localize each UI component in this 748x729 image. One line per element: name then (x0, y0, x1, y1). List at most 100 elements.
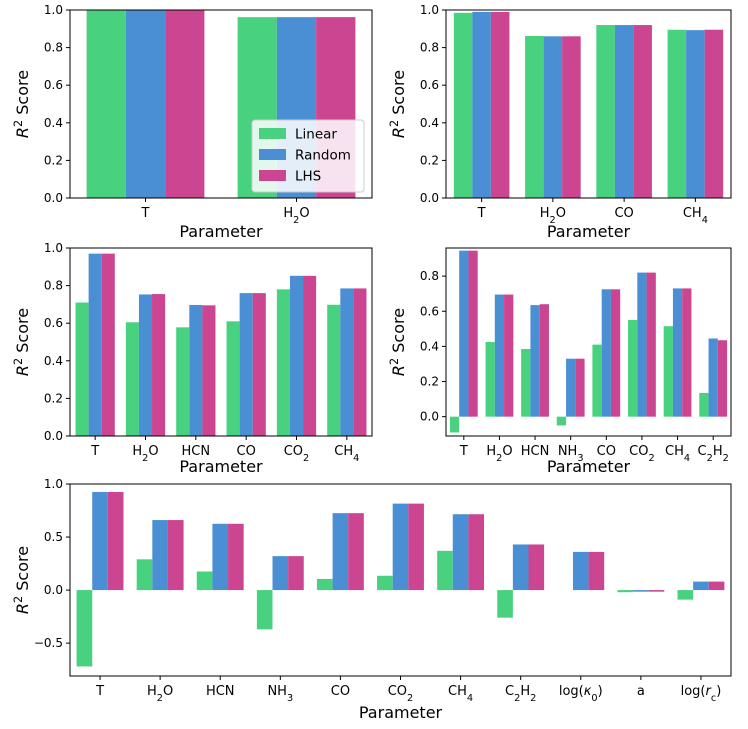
bar-linear-3-1 (125, 322, 139, 436)
x-tick-label: H2O (486, 444, 512, 464)
bar-lhs-3-4 (303, 275, 317, 436)
y-tick-label: 0.0 (44, 429, 63, 443)
bar-linear-5-4 (316, 578, 333, 591)
x-tick-label: T (95, 684, 104, 699)
x-tick-label: C2H2 (698, 444, 729, 464)
x-tick-label: log(κ0) (559, 684, 603, 704)
bar-lhs-2-2 (633, 25, 652, 198)
legend-swatch-random (259, 149, 286, 160)
bar-lhs-5-4 (348, 513, 364, 591)
bar-lhs-2-3 (704, 29, 724, 198)
bar-random-1-0 (125, 10, 166, 198)
chart-panel-2: 0.0 0.2 0.4 0.6 0.8 1.0 T H2O CO CH4 Parameter R2 S… (388, 3, 732, 241)
chart-panel-3: 0.0 0.2 0.4 0.6 0.8 1.0 T H2O HCN CO CO2 CH4 Paramet… (12, 241, 373, 476)
bar-lhs-3-3 (252, 293, 266, 436)
y-tick-label: 0.8 (420, 269, 439, 283)
legend-swatch-linear (259, 128, 286, 139)
x-tick-label: CO2 (629, 444, 655, 464)
bar-random-4-1 (494, 294, 505, 417)
y-tick-label: 0.8 (420, 41, 439, 55)
bar-random-3-5 (340, 288, 354, 436)
y-tick-label: 0.6 (420, 78, 439, 92)
legend-label-linear: Linear (295, 127, 337, 143)
bar-random-2-1 (543, 36, 563, 198)
bar-linear-5-5 (377, 575, 393, 591)
x-tick-label: H2O (540, 206, 566, 226)
x-tick-label: CH4 (448, 684, 473, 704)
bar-lhs-1-0 (165, 10, 205, 198)
x-tick-label: H2O (147, 684, 173, 704)
bar-random-2-3 (686, 30, 705, 199)
bar-linear-5-0 (76, 590, 93, 667)
bar-lhs-4-0 (468, 250, 478, 417)
y-axis-title: R2 Score (12, 70, 33, 138)
x-tick-label: CO2 (388, 684, 414, 704)
bar-linear-3-0 (75, 302, 89, 436)
x-tick-label: HCN (182, 444, 211, 459)
bar-linear-4-7 (699, 392, 709, 417)
bar-random-4-5 (637, 272, 647, 417)
axes-frame (445, 9, 732, 199)
bar-random-4-6 (672, 288, 683, 417)
bar-lhs-4-2 (539, 304, 549, 417)
legend-label-lhs: LHS (295, 169, 321, 185)
bar-random-4-4 (601, 289, 611, 417)
bar-random-4-7 (708, 338, 718, 417)
y-tick-label: 0.2 (44, 391, 63, 405)
y-tick-label: 1.0 (44, 3, 63, 17)
bar-lhs-5-5 (408, 503, 424, 591)
bar-linear-3-4 (276, 289, 290, 436)
bar-linear-4-6 (663, 326, 673, 417)
x-axis-title: Parameter (179, 222, 263, 241)
bar-lhs-5-1 (167, 520, 184, 591)
bar-linear-5-1 (136, 559, 153, 591)
x-tick-label: CO (614, 206, 633, 221)
chart-panel-5: −0.5 0.0 0.5 1.0 T H2O HCN NH3 CO CO2 CH4 C2H2 log(κ… (12, 477, 732, 722)
x-tick-label: CH4 (334, 444, 359, 464)
x-tick-label: T (459, 444, 468, 459)
bar-linear-3-3 (226, 321, 240, 436)
x-tick-label: CH4 (665, 444, 690, 464)
bar-lhs-2-0 (490, 11, 510, 198)
bar-random-2-0 (472, 11, 491, 198)
bar-linear-1-0 (86, 10, 126, 198)
bar-random-4-0 (459, 250, 469, 417)
bar-lhs-3-1 (152, 294, 166, 436)
bar-random-5-3 (272, 556, 289, 591)
bar-lhs-5-2 (228, 523, 244, 591)
bar-lhs-4-1 (504, 294, 514, 417)
bar-random-4-3 (566, 358, 576, 417)
chart-panel-4: 0.0 0.2 0.4 0.6 0.8 T H2O HCN NH3 CO CO2 CH4 C2H2 Par… (388, 247, 732, 476)
bar-lhs-4-6 (682, 288, 692, 417)
bar-lhs-4-7 (717, 340, 728, 417)
x-tick-label: C2H2 (505, 684, 536, 704)
y-axis-title: R2 Score (388, 70, 409, 138)
x-tick-label: H2O (132, 444, 158, 464)
x-tick-label: log(rc) (681, 684, 722, 704)
y-tick-label: 0.8 (44, 41, 63, 55)
bar-lhs-5-9 (648, 590, 665, 592)
y-tick-label: 1.0 (420, 3, 439, 17)
bar-linear-2-0 (453, 12, 473, 198)
y-tick-label: −0.5 (34, 636, 63, 650)
y-tick-label: 0.0 (420, 410, 439, 424)
x-tick-label: CO (331, 684, 350, 699)
x-axis-title: Parameter (547, 457, 631, 476)
bar-random-5-9 (633, 590, 649, 592)
x-tick-label: CO (597, 444, 616, 459)
x-tick-label: T (141, 206, 150, 221)
bar-lhs-5-8 (588, 551, 605, 591)
bar-lhs-4-4 (610, 289, 621, 417)
bar-lhs-5-10 (708, 581, 725, 591)
bar-random-5-0 (92, 491, 108, 591)
x-tick-label: NH3 (267, 684, 293, 704)
y-tick-label: 0.2 (420, 375, 439, 389)
bar-random-5-2 (212, 523, 229, 591)
bar-random-5-4 (332, 513, 349, 591)
y-tick-label: 0.2 (420, 153, 439, 167)
bar-linear-5-6 (437, 550, 453, 591)
bar-random-5-5 (392, 503, 409, 591)
bar-linear-4-3 (556, 416, 567, 426)
bar-lhs-3-5 (353, 288, 367, 436)
